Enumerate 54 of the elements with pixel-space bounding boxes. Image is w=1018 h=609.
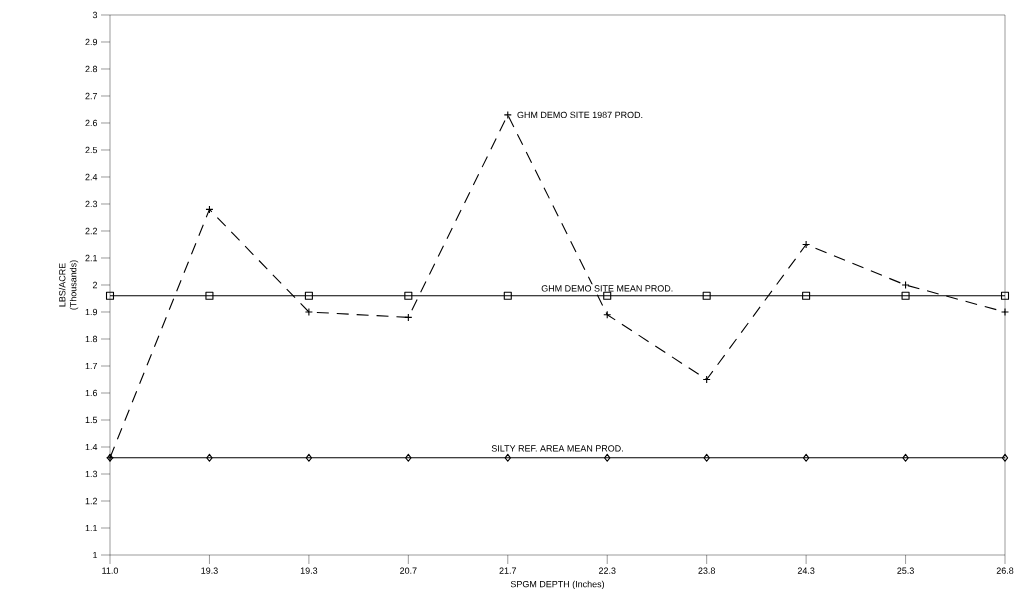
- point: [703, 453, 710, 462]
- x-tick-label: 22.3: [598, 567, 616, 574]
- x-tick-label: 21.7: [499, 567, 517, 574]
- y-tick-label: 1.7: [85, 362, 98, 370]
- point: [404, 291, 413, 300]
- x-tick-label: 20.7: [400, 567, 417, 574]
- point: [105, 291, 115, 300]
- point: [304, 291, 313, 300]
- x-tick-label: 11.0: [102, 567, 119, 574]
- point: [1000, 291, 1010, 300]
- y-tick-label: 1.2: [85, 497, 98, 505]
- y-tick-label: 2.2: [85, 227, 98, 235]
- point: [802, 453, 810, 462]
- y-tick-label: 2.6: [85, 119, 98, 127]
- y-tick-label: 2.7: [85, 92, 98, 100]
- y-tick-label: 2.3: [85, 200, 98, 208]
- y-tick-label: 1.9: [85, 308, 98, 316]
- y-tick-label: 1.6: [85, 389, 98, 397]
- series-label: GHM DEMO SITE 1987 PROD.: [517, 111, 643, 119]
- y-tick-label: 1.5: [85, 416, 98, 424]
- y-tick-label: 2: [92, 281, 98, 289]
- point: [206, 453, 213, 462]
- point: [702, 291, 711, 300]
- y-tick-label: 2.1: [85, 254, 98, 262]
- x-tick-label: 26.8: [996, 567, 1014, 574]
- series-label: SILTY REF. AREA MEAN PROD.: [491, 445, 623, 452]
- y-tick-label: 2.8: [85, 65, 98, 73]
- x-tick-label: 25.3: [897, 567, 914, 574]
- y-tick-label: 1.8: [85, 335, 98, 343]
- y-tick-label: 1.4: [85, 443, 98, 451]
- y-tick-label: 2.9: [85, 38, 98, 46]
- point: [205, 291, 214, 300]
- y-tick-label: 2.5: [85, 146, 98, 154]
- point: [1001, 453, 1009, 462]
- y-tick-label: 3: [92, 11, 98, 19]
- x-tick-label: 19.3: [300, 567, 318, 574]
- y-tick-label: 1.3: [85, 470, 98, 478]
- series-label: GHM DEMO SITE MEAN PROD.: [541, 285, 673, 292]
- point: [802, 291, 811, 300]
- point: [504, 453, 511, 462]
- point: [503, 291, 512, 300]
- x-axis-title: SPGM DEPTH (Inches): [510, 580, 605, 590]
- y-tick-label: 2.4: [85, 173, 98, 181]
- point: [901, 291, 910, 300]
- x-tick-label: 19.3: [201, 567, 218, 574]
- point: [405, 453, 412, 462]
- y-tick-label: 1: [93, 551, 98, 559]
- y-tick-label: 1.1: [85, 524, 98, 532]
- point: [305, 453, 313, 462]
- point: [902, 453, 909, 462]
- y-axis-title: LBS/ACRE (Thousands): [58, 260, 79, 310]
- x-tick-label: 24.3: [797, 567, 815, 574]
- x-tick-label: 23.8: [698, 567, 715, 574]
- point: [604, 453, 611, 462]
